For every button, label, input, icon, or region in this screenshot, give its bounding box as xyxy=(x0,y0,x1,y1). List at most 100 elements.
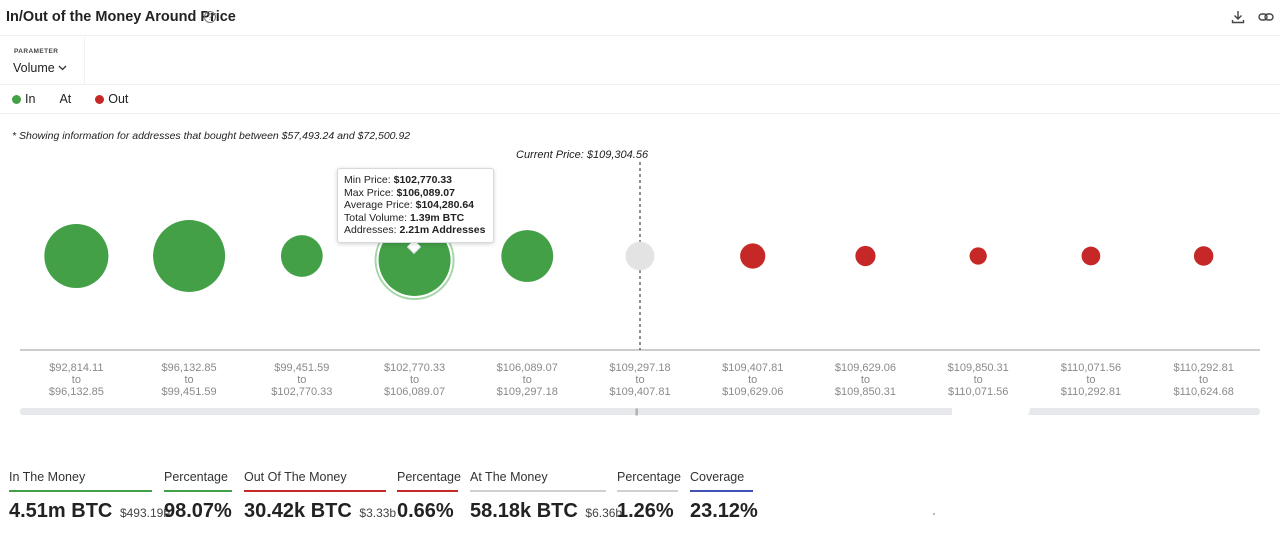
x-tick-label-to-word: to xyxy=(1199,374,1208,386)
bubble-out xyxy=(1193,246,1214,266)
x-tick-label-to-word: to xyxy=(410,374,419,386)
x-tick-label-from: $110,292.81 xyxy=(1173,362,1233,374)
x-tick-label-to: $102,770.33 xyxy=(271,386,332,398)
x-tick-label-to-word: to xyxy=(748,374,757,386)
x-tick-label-to: $110,071.56 xyxy=(948,386,1008,398)
question-circle-icon[interactable]: ? xyxy=(204,11,216,23)
x-tick-label-from: $102,770.33 xyxy=(384,362,445,374)
x-tick-label-to-word: to xyxy=(184,374,193,386)
link-icon[interactable] xyxy=(1258,10,1274,24)
tooltip-avg-value: $104,280.64 xyxy=(415,199,475,211)
x-tick-label-to: $110,624.68 xyxy=(1173,386,1233,398)
bubble-in xyxy=(153,220,226,292)
tooltip-volume-value: 1.39m BTC xyxy=(409,211,465,224)
tooltip-min-value: $102,770.33 xyxy=(393,174,453,186)
stat-label: Percentage xyxy=(164,470,232,492)
legend-label-in: In xyxy=(25,92,36,106)
stat-value: 30.42k BTC $3.33b xyxy=(244,500,396,523)
stat-main-value: 30.42k BTC xyxy=(244,500,352,522)
divider xyxy=(0,84,1280,85)
stat-at-percentage: Percentage 1.26% xyxy=(617,470,681,523)
x-tick-label-to: $109,297.18 xyxy=(497,386,558,398)
x-tick-label-to: $109,629.06 xyxy=(722,386,783,398)
info-note: * Showing information for addresses that… xyxy=(12,130,411,142)
tooltip-max-label: Max Price: xyxy=(344,186,394,199)
tooltip-min-label: Min Price: xyxy=(344,174,391,186)
stat-main-value: 98.07% xyxy=(164,500,232,522)
stat-label: Percentage xyxy=(617,470,681,492)
x-tick-label-from: $109,407.81 xyxy=(722,362,783,374)
tooltip-max-row: Max Price: $106,089.07 xyxy=(344,187,487,200)
stat-main-value: 0.66% xyxy=(397,500,454,522)
x-tick-label-from: $109,629.06 xyxy=(835,362,896,374)
legend-item-in[interactable]: In xyxy=(12,92,35,106)
parameter-dropdown[interactable]: Volume xyxy=(13,61,67,75)
parameter-value: Volume xyxy=(13,61,55,75)
x-tick-label-from: $96,132.85 xyxy=(162,362,217,374)
stat-in-the-money: In The Money 4.51m BTC $493.19b xyxy=(9,470,170,523)
tooltip-min-row: Min Price: $102,770.33 xyxy=(344,174,487,187)
chart-scrollbar[interactable] xyxy=(20,408,1260,415)
stat-sub-value: $6.36b xyxy=(585,506,623,520)
legend-item-out[interactable]: Out xyxy=(95,92,128,106)
stat-out-percentage: Percentage 0.66% xyxy=(397,470,461,523)
x-tick-label-to-word: to xyxy=(974,374,983,386)
tooltip-addresses-row: Addresses: 2.21m Addresses xyxy=(344,224,487,237)
bubble-out xyxy=(740,243,766,269)
stat-main-value: 4.51m BTC xyxy=(9,500,113,522)
download-icon[interactable] xyxy=(1231,10,1245,24)
tooltip-max-value: $106,089.07 xyxy=(396,186,455,199)
stat-sub-value: $3.33b xyxy=(359,506,397,520)
x-tick-label-to: $96,132.85 xyxy=(49,386,104,398)
tooltip-addresses-label: Addresses: xyxy=(344,224,397,236)
parameter-selector: PARAMETER Volume xyxy=(0,37,85,84)
x-tick-label-to: $106,089.07 xyxy=(384,386,445,398)
x-tick-label-to-word: to xyxy=(72,374,81,386)
stats-row: In The Money 4.51m BTC $493.19b Percenta… xyxy=(0,470,1280,537)
x-tick-label-to-word: to xyxy=(297,374,306,386)
tooltip-volume-row: Total Volume: 1.39m BTC xyxy=(344,212,487,225)
stat-value: 4.51m BTC $493.19b xyxy=(9,500,170,523)
legend-item-at[interactable]: At xyxy=(59,92,71,106)
tooltip-avg-label: Average Price: xyxy=(344,199,413,211)
x-tick-label-to: $109,850.31 xyxy=(835,386,896,398)
x-tick-label-from: $99,451.59 xyxy=(274,362,329,374)
x-tick-label-to-word: to xyxy=(635,374,644,386)
legend-label-out: Out xyxy=(108,92,129,106)
bubble-out xyxy=(855,245,876,267)
bubble-at xyxy=(625,241,655,271)
x-tick-label-to-word: to xyxy=(1086,374,1095,386)
stat-main-value: 23.12% xyxy=(690,500,758,522)
bubble-in xyxy=(280,235,323,277)
tooltip: Min Price: $102,770.33 Max Price: $106,0… xyxy=(337,168,494,243)
stat-main-value: 1.26% xyxy=(617,500,674,522)
bubble-in xyxy=(44,223,109,289)
stat-in-percentage: Percentage 98.07% xyxy=(164,470,232,523)
x-tick-label-to: $109,407.81 xyxy=(609,386,670,398)
stat-label: Out Of The Money xyxy=(244,470,386,492)
x-tick-label-from: $110,071.56 xyxy=(1061,362,1121,374)
stat-label: In The Money xyxy=(9,470,152,492)
tooltip-addresses-value: 2.21m Addresses xyxy=(399,224,486,236)
scrollbar-gap xyxy=(952,405,1030,417)
stat-label: Percentage xyxy=(397,470,461,492)
x-tick-label-to: $99,451.59 xyxy=(162,386,217,398)
bubble-out xyxy=(969,247,987,265)
x-tick-label-from: $92,814.11 xyxy=(49,362,103,374)
decorative-dot xyxy=(933,513,935,515)
stat-value: 58.18k BTC $6.36b xyxy=(470,500,622,523)
legend-dot-in xyxy=(12,94,21,104)
stat-coverage: Coverage 23.12% xyxy=(690,470,758,523)
tooltip-avg-row: Average Price: $104,280.64 xyxy=(344,199,487,212)
scrollbar-grip-icon[interactable]: ||| xyxy=(635,409,639,416)
page-title: In/Out of the Money Around Price xyxy=(6,9,236,25)
x-tick-label-to: $110,292.81 xyxy=(1061,386,1121,398)
parameter-label: PARAMETER xyxy=(14,48,59,55)
bubble-in xyxy=(501,230,554,282)
bubble-chart: Current Price: $109,304.56$92,814.11to$9… xyxy=(20,149,1260,398)
x-tick-label-from: $109,850.31 xyxy=(948,362,1009,374)
stat-at-the-money: At The Money 58.18k BTC $6.36b xyxy=(470,470,622,523)
tooltip-volume-label: Total Volume: xyxy=(344,211,408,224)
divider xyxy=(0,113,1280,114)
stat-label: At The Money xyxy=(470,470,606,492)
